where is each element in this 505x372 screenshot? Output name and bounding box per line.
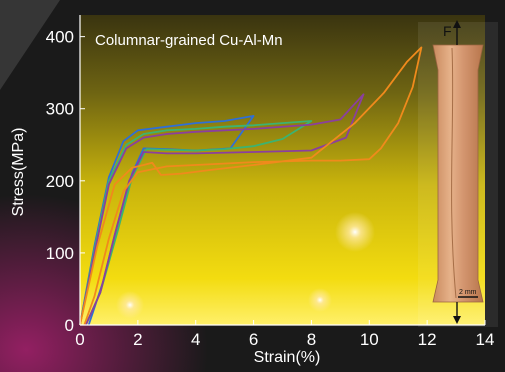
scale-bar-label: 2 mm	[459, 289, 477, 296]
x-tick-label: 10	[360, 330, 379, 349]
x-tick-label: 14	[476, 330, 495, 349]
series-line-4	[79, 46, 423, 326]
x-tick-label: 6	[249, 330, 258, 349]
x-tick-label: 4	[191, 330, 200, 349]
force-arrow-top-head	[453, 20, 461, 28]
force-arrow-bottom-head	[453, 316, 461, 324]
x-tick-label: 0	[75, 330, 84, 349]
y-tick-label: 200	[46, 172, 74, 191]
series-line-2	[79, 120, 313, 326]
background-shard	[0, 0, 60, 90]
glare	[308, 288, 332, 312]
series-line-3	[79, 93, 365, 326]
y-ticks: 0 100 200 300 400	[46, 28, 85, 335]
glare	[335, 212, 375, 252]
y-tick-label: 300	[46, 100, 74, 119]
specimen-grain-boundary	[451, 47, 457, 299]
x-tick-label: 2	[133, 330, 142, 349]
x-tick-label: 12	[418, 330, 437, 349]
y-axis-label: Stress(MPa)	[10, 128, 27, 217]
y-tick-label: 100	[46, 244, 74, 263]
chart-title: Columnar-grained Cu-Al-Mn	[95, 32, 283, 49]
specimen-image	[432, 44, 484, 303]
specimen-inset: F 2 mm	[418, 20, 498, 327]
y-tick-label: 0	[65, 316, 74, 335]
x-axis-label: Strain(%)	[254, 349, 321, 366]
force-label: F	[443, 23, 452, 39]
series-layer	[79, 46, 423, 326]
x-tick-label: 8	[307, 330, 316, 349]
x-ticks: 0 2 4 6 8 10 12 14	[75, 320, 494, 349]
y-tick-label: 400	[46, 28, 74, 47]
glare	[116, 291, 144, 319]
